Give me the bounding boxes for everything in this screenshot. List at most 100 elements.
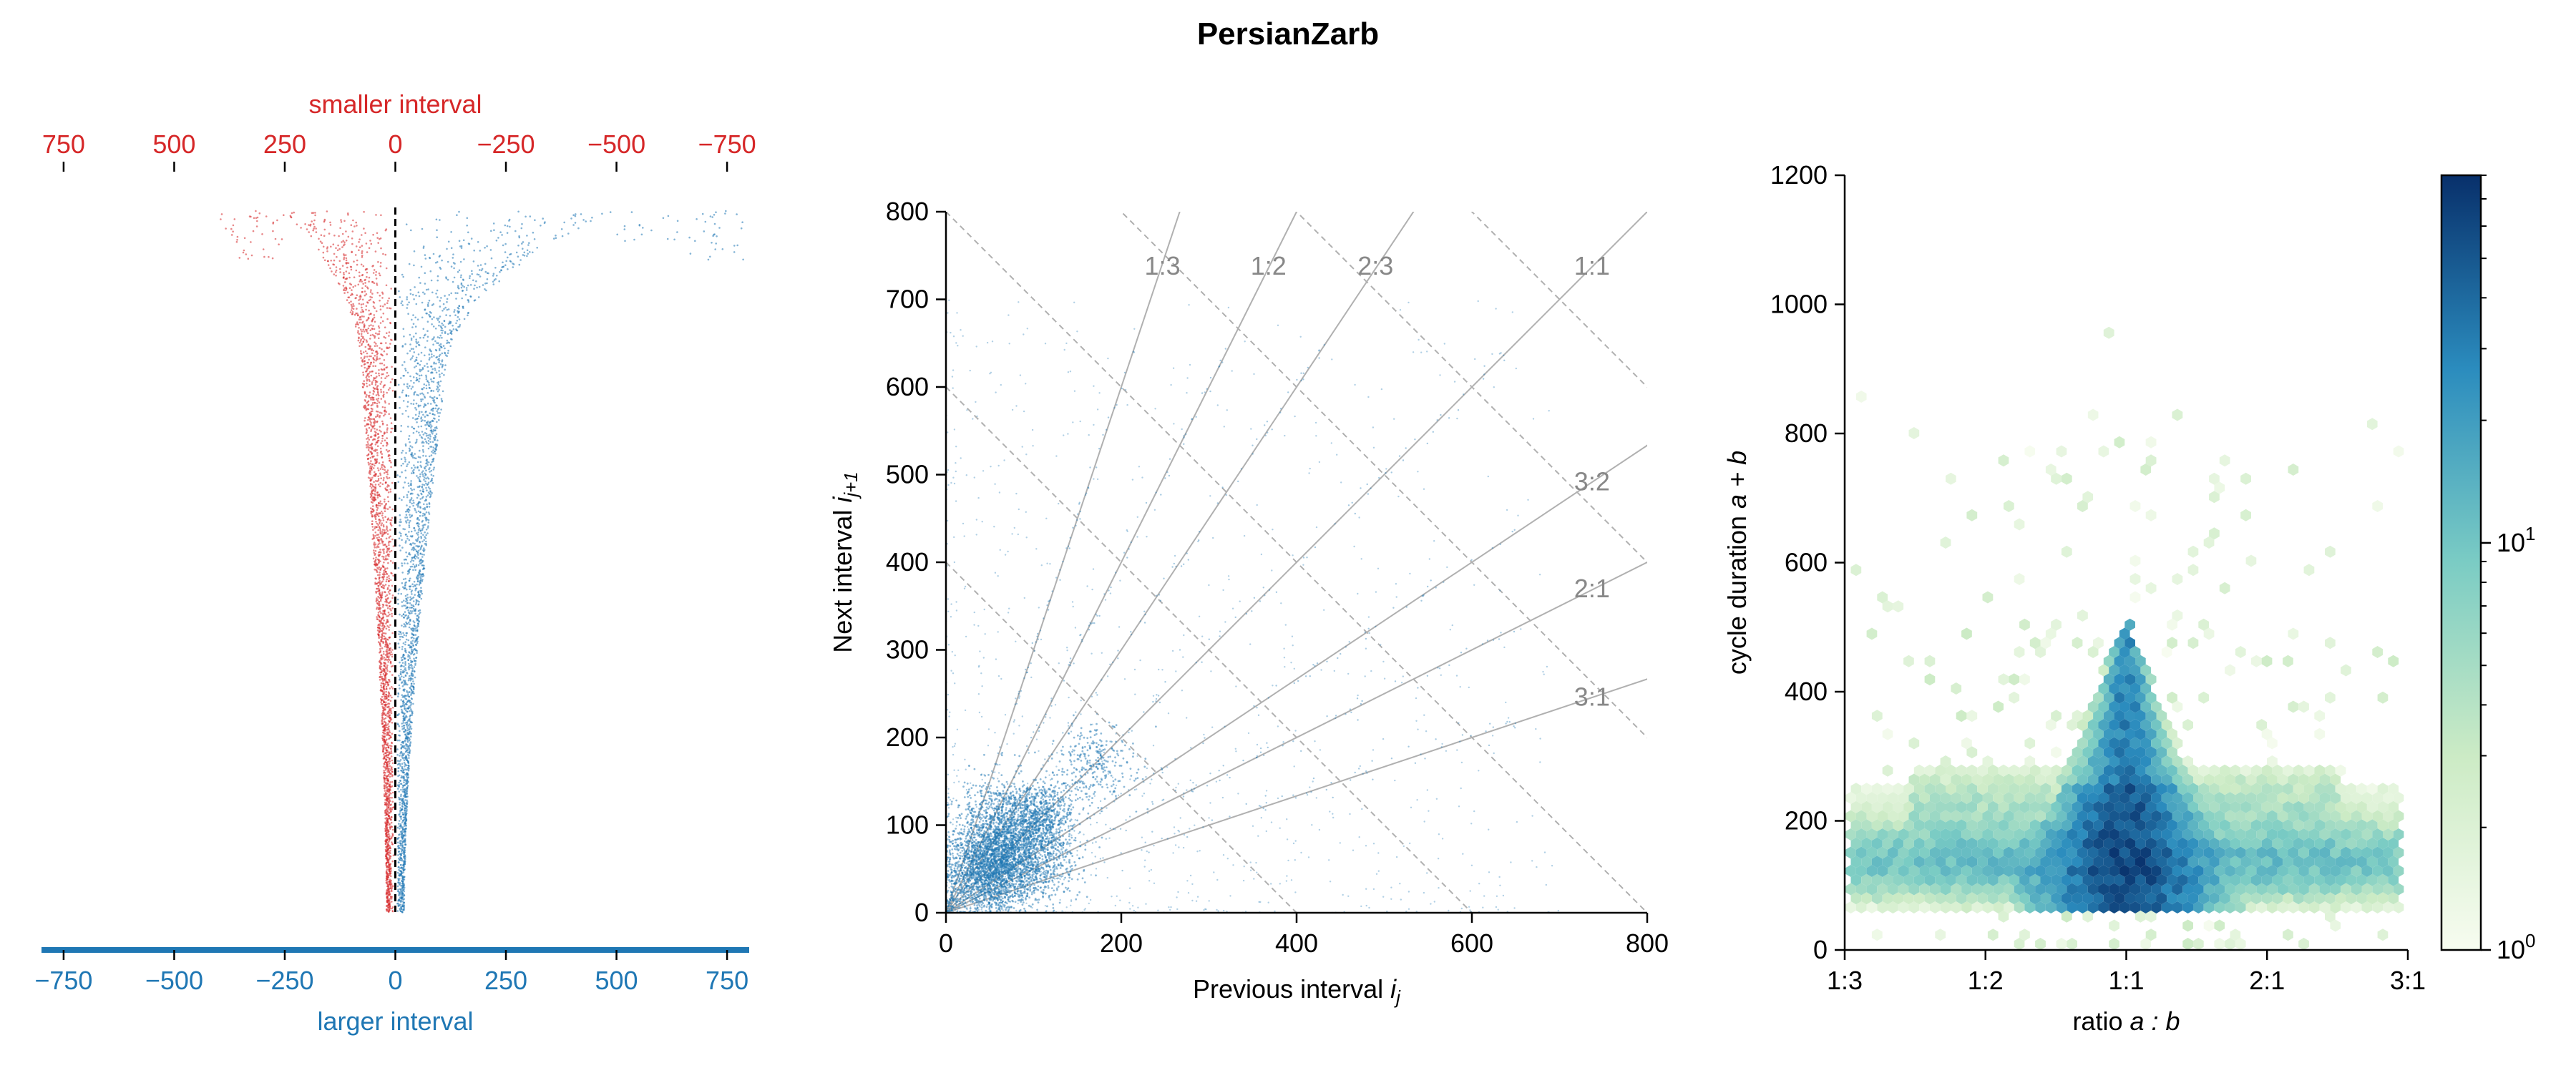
point [376,506,379,509]
point [403,375,405,377]
point [416,438,418,441]
point [399,903,402,906]
point [388,725,390,727]
point [383,566,385,569]
point [230,227,233,230]
point [372,489,375,491]
point [406,759,409,762]
point [369,456,372,459]
point [369,462,371,465]
point [256,220,258,222]
point [379,531,381,534]
point [432,451,434,454]
point [376,445,379,447]
point [412,604,414,607]
point [366,378,369,381]
point [414,662,416,665]
point [713,233,716,235]
point [417,531,419,534]
point [351,309,353,311]
point [473,249,475,252]
point [391,733,394,735]
point [386,526,388,529]
point [384,645,386,648]
point [484,270,487,273]
point [385,342,387,344]
point [403,657,406,660]
point [406,729,409,732]
point [381,437,384,440]
point [404,778,406,781]
point [399,544,401,547]
point [315,227,317,230]
point [399,406,401,409]
point [378,566,381,569]
point [334,271,337,273]
point [715,242,717,245]
point [386,813,389,815]
point [401,808,404,810]
point [424,403,426,406]
point [400,795,402,798]
point [431,323,433,325]
point [504,224,507,227]
point [352,285,355,288]
point [640,233,643,236]
point [419,529,421,531]
point [439,315,441,318]
point [374,433,377,436]
point [408,611,410,614]
point [376,582,378,585]
point [408,665,410,667]
point [709,255,711,258]
point [438,358,440,360]
point [425,516,428,519]
point [466,289,468,291]
point [364,356,366,358]
point [384,723,387,726]
point [384,843,387,845]
point [369,451,371,453]
point [419,498,421,500]
point [425,465,427,468]
point [399,613,401,616]
point [404,511,407,513]
point [250,241,252,243]
point [381,435,384,437]
point [414,647,416,650]
point [366,408,368,410]
point [438,361,440,363]
point [402,712,404,714]
point [380,214,382,217]
point [372,300,375,303]
point [406,787,409,789]
point [314,212,316,214]
point [407,654,409,656]
point [414,466,416,469]
point [409,343,411,346]
point [458,325,461,328]
point [446,339,449,342]
point [361,309,364,311]
point [414,608,417,610]
point [416,617,418,620]
point [412,348,414,351]
point [399,524,401,526]
point [414,612,416,615]
point [401,805,404,808]
point [384,697,386,700]
point [371,515,374,518]
point [384,507,387,510]
point [380,684,382,687]
point [412,627,414,629]
point [351,289,353,291]
point [433,438,436,441]
point [399,842,402,844]
point [378,601,380,603]
point [408,526,411,529]
point [412,542,414,544]
point [262,248,265,250]
point [366,368,369,371]
point [667,215,670,217]
point [372,272,375,274]
